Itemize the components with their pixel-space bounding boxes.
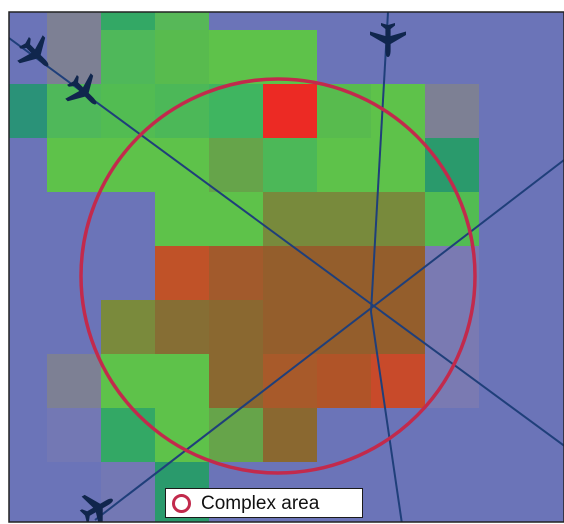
heatmap-cell [155, 84, 209, 138]
heatmap-cell [101, 30, 155, 84]
heatmap-cell [155, 354, 209, 408]
heatmap-cell [47, 138, 101, 192]
heatmap-cell [263, 354, 317, 408]
heatmap-cell [263, 246, 317, 300]
heatmap-cell [101, 300, 155, 354]
flight-routes [9, 12, 564, 522]
heatmap-cell [47, 12, 101, 30]
heatmap-cell [101, 354, 155, 408]
legend: Complex area [165, 488, 363, 518]
heatmap-cell [155, 12, 209, 30]
heatmap-cell [209, 84, 263, 138]
heatmap-cell [371, 354, 425, 408]
heatmap-cell [155, 300, 209, 354]
heatmap-cell [155, 246, 209, 300]
heatmap-cell [47, 84, 101, 138]
heatmap-cell [263, 192, 317, 246]
flight-route [370, 311, 403, 522]
heatmap-cell [47, 408, 101, 462]
circle-outline-icon [172, 493, 191, 513]
heatmap-cell [317, 192, 371, 246]
heatmap-cell [263, 30, 317, 84]
flight-route [9, 37, 564, 447]
heatmap-cell [155, 192, 209, 246]
heatmap-cell [47, 354, 101, 408]
heatmap-cell [371, 300, 425, 354]
heatmap-cell [209, 354, 263, 408]
heatmap-cell [263, 300, 317, 354]
heatmap-cell [209, 246, 263, 300]
legend-label: Complex area [201, 492, 320, 514]
heatmap-cell [371, 84, 425, 138]
heatmap-cell [101, 12, 155, 30]
heatmap-cell [371, 192, 425, 246]
heatmap-cell [317, 354, 371, 408]
heatmap-cell [155, 30, 209, 84]
heatmap-cell [263, 408, 317, 462]
complex-area-circle [79, 77, 477, 475]
heatmap-cell [263, 138, 317, 192]
heatmap-cell [263, 84, 317, 138]
heatmap-cell [425, 84, 479, 138]
heatmap-cell [425, 246, 479, 300]
heatmap-cell [317, 246, 371, 300]
complexity-heatmap [9, 12, 479, 522]
map-frame [8, 11, 564, 523]
heatmap-cell [209, 300, 263, 354]
heatmap-cell [9, 84, 47, 138]
heatmap-cell [209, 408, 263, 462]
heatmap-cell [101, 462, 155, 522]
heatmap-cell [317, 300, 371, 354]
heatmap-cell [209, 138, 263, 192]
heatmap-cell [317, 138, 371, 192]
heatmap-cell [101, 408, 155, 462]
heatmap-cell [317, 84, 371, 138]
flight-route [370, 12, 389, 313]
flight-route [94, 159, 564, 521]
heatmap-cell [209, 30, 263, 84]
